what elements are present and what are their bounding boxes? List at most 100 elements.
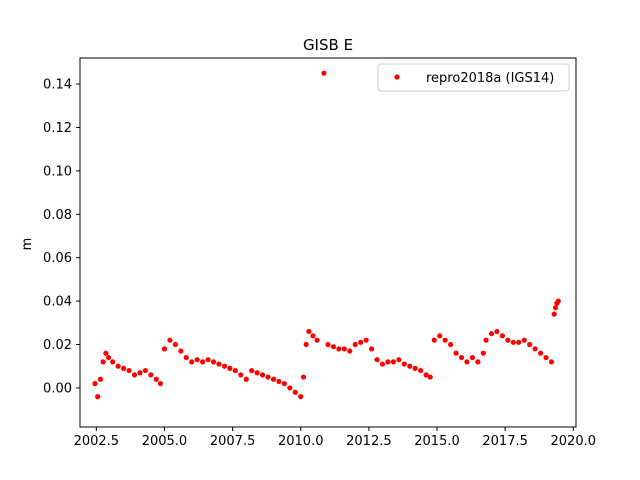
data-point: [221, 363, 228, 369]
data-point: [401, 361, 407, 367]
data-point: [407, 363, 413, 369]
y-axis-label: m: [20, 238, 35, 251]
data-point: [300, 374, 307, 380]
data-point: [448, 341, 454, 348]
data-point: [287, 385, 293, 391]
y-tick-label: 0.04: [43, 295, 72, 310]
data-point: [505, 337, 511, 343]
y-tick-label: 0.06: [43, 251, 72, 266]
y-tick-label: 0.10: [43, 164, 72, 179]
data-point: [483, 337, 489, 343]
data-point: [232, 367, 238, 374]
x-tick-label: 2015.0: [414, 434, 460, 449]
data-point: [442, 337, 448, 343]
data-point: [494, 328, 500, 335]
data-point: [374, 357, 380, 363]
data-point: [100, 359, 106, 365]
data-point: [281, 380, 287, 387]
data-point: [321, 70, 327, 76]
data-point: [310, 333, 316, 339]
y-tick-label: 0.08: [43, 208, 72, 223]
data-point: [115, 363, 121, 369]
data-point: [265, 374, 271, 380]
data-point: [103, 350, 109, 356]
data-point: [238, 372, 244, 378]
data-point: [464, 359, 470, 365]
data-point: [259, 372, 266, 378]
data-point: [95, 394, 101, 400]
data-point: [121, 365, 127, 371]
data-point: [469, 354, 476, 361]
data-point: [157, 380, 163, 387]
data-point: [390, 359, 397, 365]
y-tick-label: 0.00: [43, 381, 72, 396]
x-tick-label: 2002.5: [74, 434, 120, 449]
data-point: [292, 389, 298, 395]
data-point: [453, 350, 459, 356]
data-point: [161, 346, 168, 352]
data-point: [418, 367, 424, 374]
data-point: [178, 348, 184, 354]
data-point: [423, 372, 429, 378]
data-point: [106, 354, 112, 361]
x-axis-ticks: 2002.5 2005.0 2007.5 2010.0 2012.5 2015.0 2017…: [74, 427, 596, 449]
data-point: [396, 357, 402, 363]
data-point: [385, 359, 391, 365]
data-point: [172, 341, 178, 348]
x-tick-label: 2010.0: [278, 434, 324, 449]
data-point: [499, 333, 506, 339]
data-point: [437, 333, 443, 339]
data-point: [210, 359, 217, 365]
data-point: [427, 374, 433, 380]
data-point: [276, 378, 282, 385]
data-point: [516, 339, 522, 345]
data-point: [341, 346, 347, 352]
data-point: [126, 367, 132, 374]
data-point: [205, 357, 211, 363]
data-point: [249, 367, 255, 374]
data-point: [363, 337, 369, 343]
plot-frame: [79, 57, 577, 428]
data-point: [527, 341, 533, 348]
legend-box: [377, 63, 570, 92]
data-point: [216, 361, 222, 367]
data-point: [167, 337, 173, 343]
data-point: [510, 339, 516, 345]
data-point: [537, 350, 544, 356]
data-point: [306, 328, 312, 335]
data-point: [488, 331, 495, 337]
data-points: [92, 70, 561, 400]
data-point: [552, 305, 559, 311]
data-point: [532, 346, 538, 352]
data-point: [431, 337, 437, 343]
data-point: [352, 341, 358, 348]
data-point: [480, 350, 486, 356]
data-point: [110, 359, 116, 365]
data-point: [298, 394, 304, 400]
data-point: [358, 339, 364, 345]
data-point: [227, 365, 233, 371]
data-point: [551, 311, 557, 317]
data-point: [243, 376, 249, 382]
x-tick-label: 2005.0: [142, 434, 188, 449]
data-point: [325, 341, 331, 348]
data-point: [254, 370, 260, 376]
data-point: [131, 372, 138, 378]
data-point: [303, 341, 309, 348]
data-point: [200, 359, 206, 365]
data-point: [475, 359, 481, 365]
data-point: [92, 380, 98, 387]
data-point: [369, 346, 375, 352]
data-point: [336, 346, 342, 352]
y-tick-label: 0.12: [43, 121, 72, 136]
x-tick-label: 2017.5: [482, 434, 528, 449]
data-point: [412, 365, 418, 371]
data-point: [314, 337, 320, 343]
x-tick-label: 2007.5: [210, 434, 256, 449]
data-point: [270, 376, 277, 382]
data-point: [555, 298, 561, 304]
data-point: [194, 357, 200, 363]
data-point: [137, 370, 143, 376]
data-point: [543, 354, 549, 361]
